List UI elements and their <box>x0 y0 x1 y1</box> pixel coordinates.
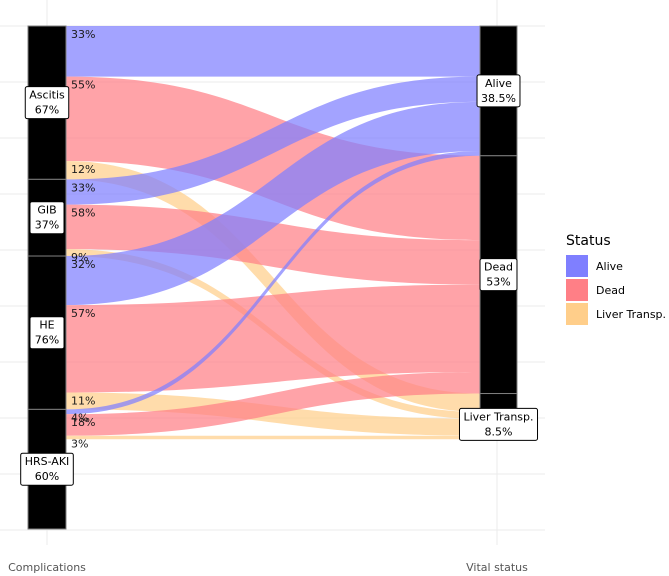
stratum-label-box <box>29 201 65 235</box>
stratum-label-value: 38.5% <box>481 92 516 105</box>
flow-label-he-alive: 32% <box>71 258 95 271</box>
flow-label-gib-alive: 33% <box>71 181 95 194</box>
flow-label-hrs-aki-liver-transp: 3% <box>71 438 88 451</box>
stratum-label-ascitis: Ascitis 67% <box>24 86 70 120</box>
flow-label-hrs-aki-alive: 4% <box>71 411 88 424</box>
stratum-label-he: HE 76% <box>29 316 65 350</box>
flow-hrs-aki-to-dead <box>66 371 480 436</box>
stratum-label-name: HE <box>39 319 54 332</box>
stratum-label-box <box>476 74 521 108</box>
flow-ascitis-to-liver-transp <box>66 160 480 412</box>
flow-percent-labels: 33% 55% 12% 33% 58% 9%32% 57% 11% 4%18% 3% <box>71 28 95 451</box>
flow-he-to-dead <box>66 284 480 393</box>
stratum-label-name: Alive <box>485 77 512 90</box>
flow-label-gib-dead: 58% <box>71 207 95 220</box>
flow-hrs-aki-to-alive <box>66 150 480 415</box>
flow-label-he-liver-transp: 11% <box>71 395 95 408</box>
stratum-label-hrs-aki: HRS-AKI 60% <box>20 452 74 486</box>
flow-gib-to-dead <box>66 204 480 285</box>
legend-swatch-dead <box>566 279 588 301</box>
legend: Status Alive Dead Liver Transp. <box>566 233 666 325</box>
stratum-label-box <box>458 407 539 441</box>
stratum-label-name: Dead <box>484 261 513 274</box>
stratum-label-value: 76% <box>35 334 59 347</box>
legend-label-alive: Alive <box>596 260 623 273</box>
x-axis-label-left: Complications <box>8 561 86 574</box>
legend-label-liver-transp: Liver Transp. <box>596 308 666 321</box>
stratum-label-liver-transp: Liver Transp. 8.5% <box>458 407 539 441</box>
stratum-label-value: 8.5% <box>485 425 513 438</box>
flows <box>66 26 480 440</box>
x-axis-label-right: Vital status <box>466 561 528 574</box>
stratum-label-gib: GIB 37% <box>29 201 65 235</box>
flow-ascitis-to-dead <box>66 76 480 241</box>
flow-he-to-alive <box>66 101 480 306</box>
stratum-labels: Ascitis 67% GIB 37% HE 76% HRS-AKI 60% Alive 38.5… <box>20 74 539 486</box>
stratum-label-alive: Alive 38.5% <box>476 74 521 108</box>
flow-gib-to-alive <box>66 76 480 205</box>
legend-swatch-alive <box>566 255 588 277</box>
stratum-label-value: 60% <box>35 470 59 483</box>
legend-label-dead: Dead <box>596 284 625 297</box>
flow-hrs-aki-to-liver-transp <box>66 435 480 440</box>
legend-title: Status <box>566 233 611 249</box>
stratum-label-value: 37% <box>35 219 59 232</box>
flow-ascitis-to-alive <box>66 26 480 77</box>
stratum-label-name: GIB <box>37 204 56 217</box>
flow-label-ascitis-dead: 55% <box>71 79 95 92</box>
stratum-label-box <box>24 86 70 120</box>
stratum-label-name: HRS-AKI <box>25 455 70 468</box>
stratum-label-box <box>479 258 518 292</box>
stratum-label-name: Liver Transp. <box>463 410 533 423</box>
flow-label-he-dead: 57% <box>71 307 95 320</box>
stratum-label-name: Ascitis <box>29 89 65 102</box>
stratum-label-value: 67% <box>35 104 59 117</box>
flow-label-gib-liver-transp: 9% <box>71 251 88 264</box>
stratum-label-box <box>29 316 65 350</box>
stratum-label-box <box>20 452 74 486</box>
flow-label-hrs-aki-dead: 18% <box>71 416 95 429</box>
flow-label-ascitis-liver-transp: 12% <box>71 163 95 176</box>
flow-label-ascitis-alive: 33% <box>71 28 95 41</box>
legend-swatch-liver-transp <box>566 303 588 325</box>
stratum-label-dead: Dead 53% <box>479 258 518 292</box>
stratum-label-value: 53% <box>486 276 510 289</box>
